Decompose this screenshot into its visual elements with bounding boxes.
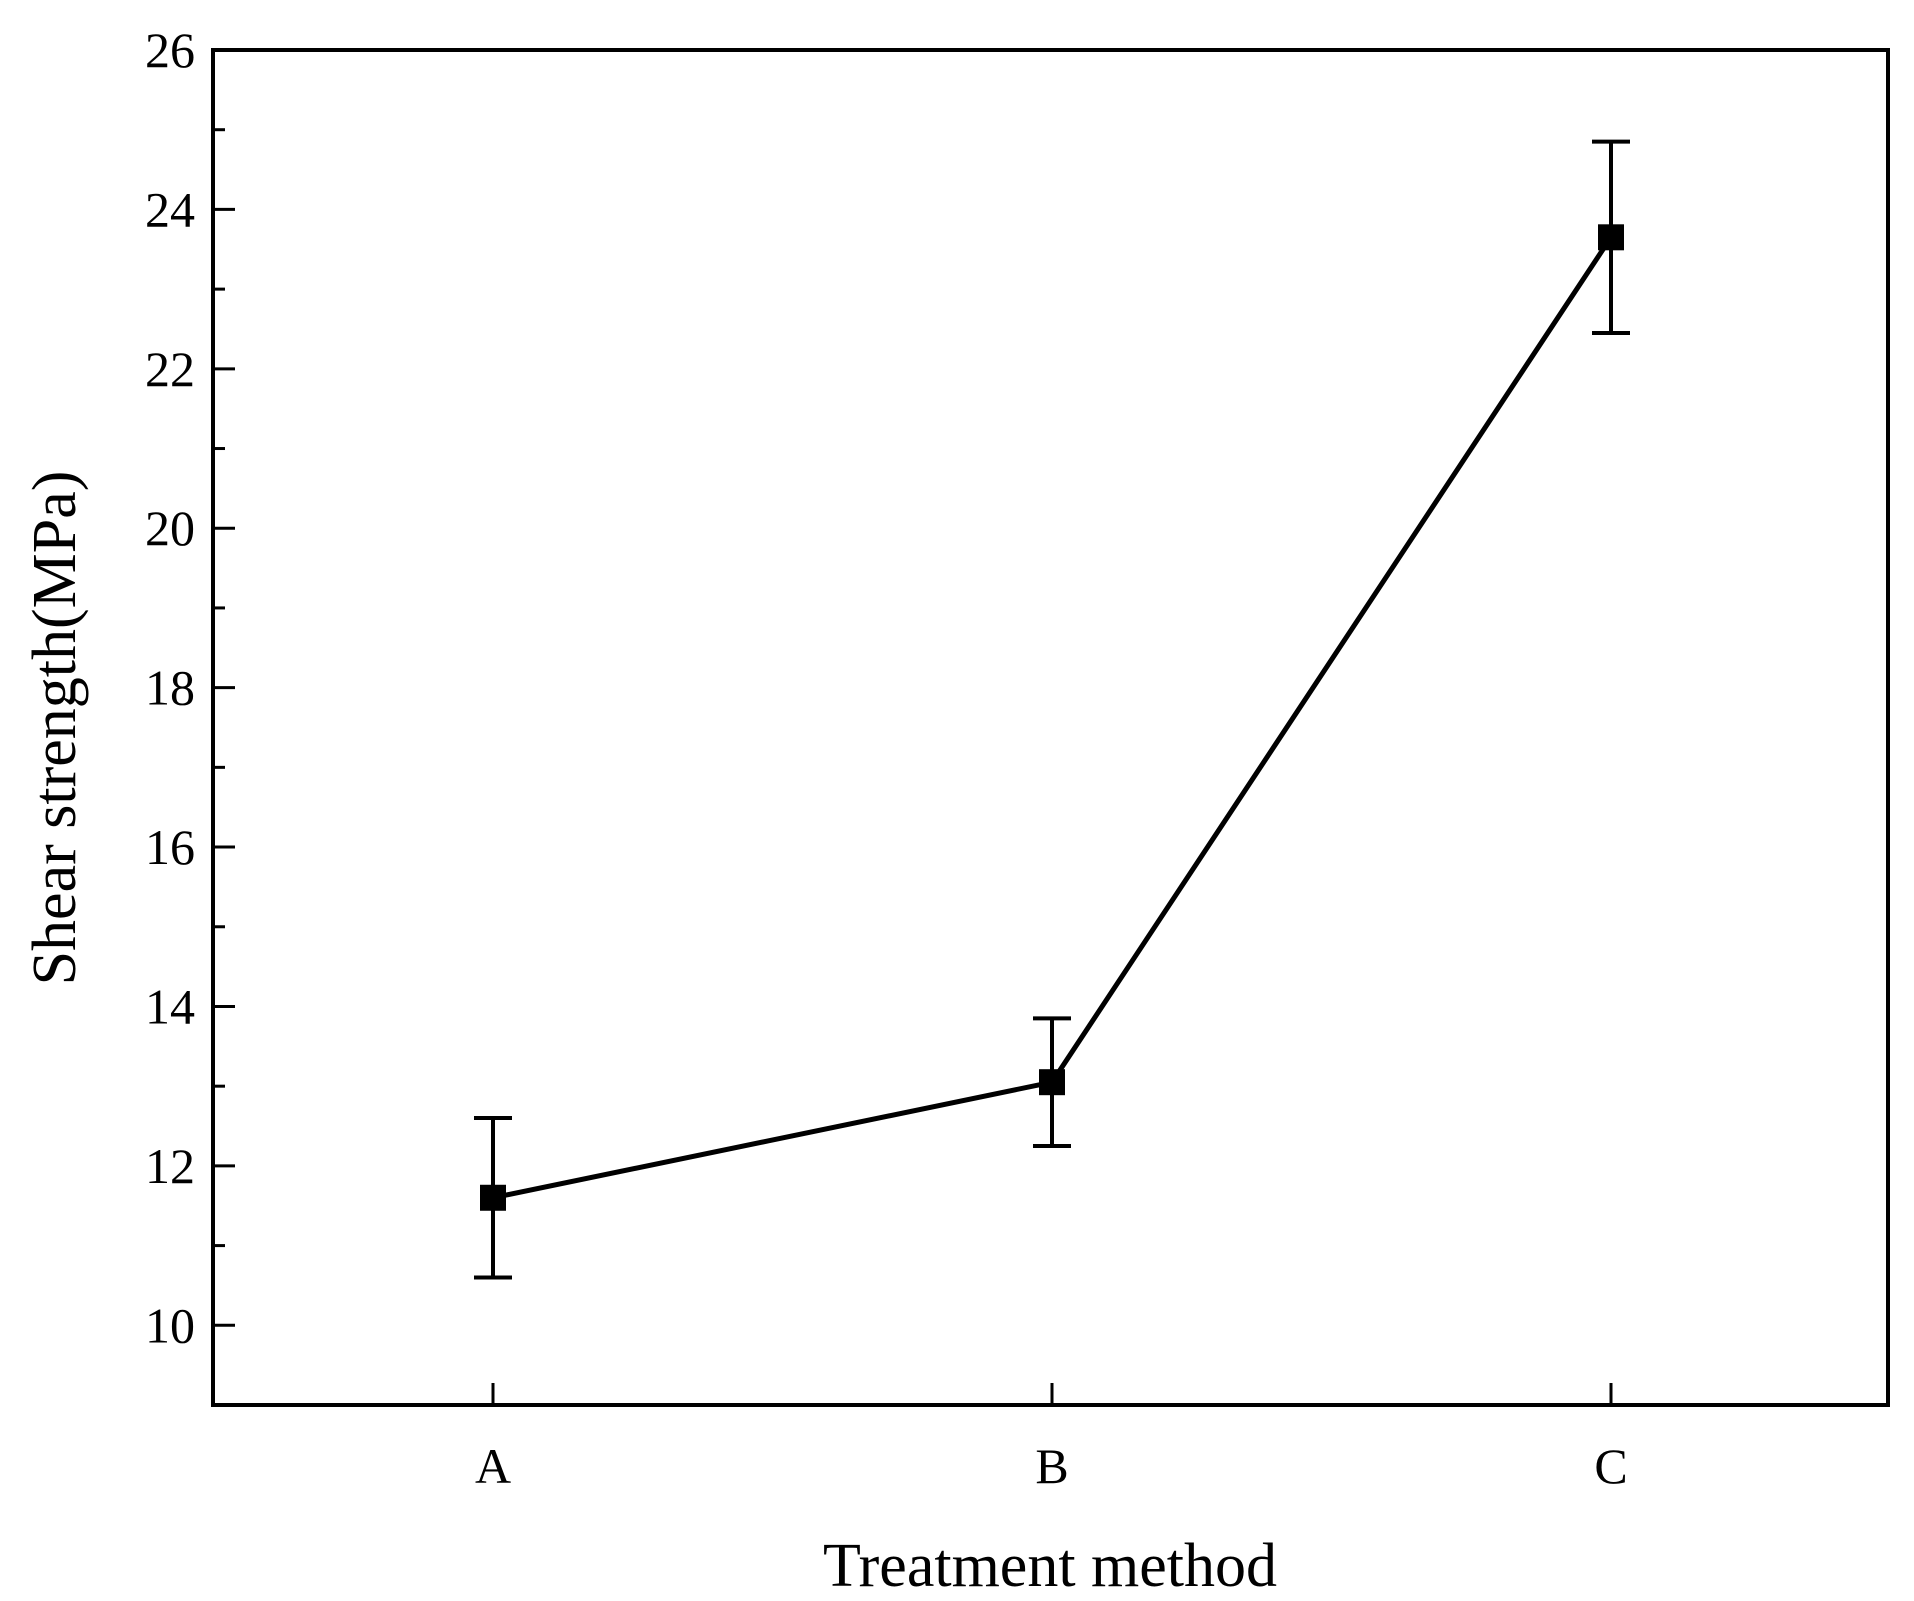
y-tick-label: 20 xyxy=(145,500,195,556)
x-tick-label: C xyxy=(1594,1438,1627,1494)
y-axis-title: Shear strength(MPa) xyxy=(21,471,89,986)
x-tick-label: A xyxy=(475,1438,511,1494)
data-point-marker xyxy=(1039,1069,1065,1096)
plot-frame xyxy=(211,48,1890,1407)
x-axis-title: Treatment method xyxy=(823,1532,1277,1600)
y-tick-label: 18 xyxy=(145,660,195,716)
x-axis-ticks: A B C xyxy=(475,1383,1628,1494)
y-tick-label: 22 xyxy=(145,341,195,397)
series-layer xyxy=(474,139,1630,1280)
data-point-marker xyxy=(480,1184,506,1211)
y-tick-label: 10 xyxy=(145,1297,195,1353)
y-axis-ticks: 10 12 14 16 18 20 22 24 26 xyxy=(145,22,235,1407)
x-tick-label: B xyxy=(1035,1438,1068,1494)
y-tick-label: 14 xyxy=(145,978,195,1034)
y-tick-label: 12 xyxy=(145,1138,195,1194)
y-tick-label: 24 xyxy=(145,181,195,237)
y-tick-label: 26 xyxy=(145,22,195,78)
data-point-marker xyxy=(1598,224,1624,251)
y-tick-label: 16 xyxy=(145,819,195,875)
